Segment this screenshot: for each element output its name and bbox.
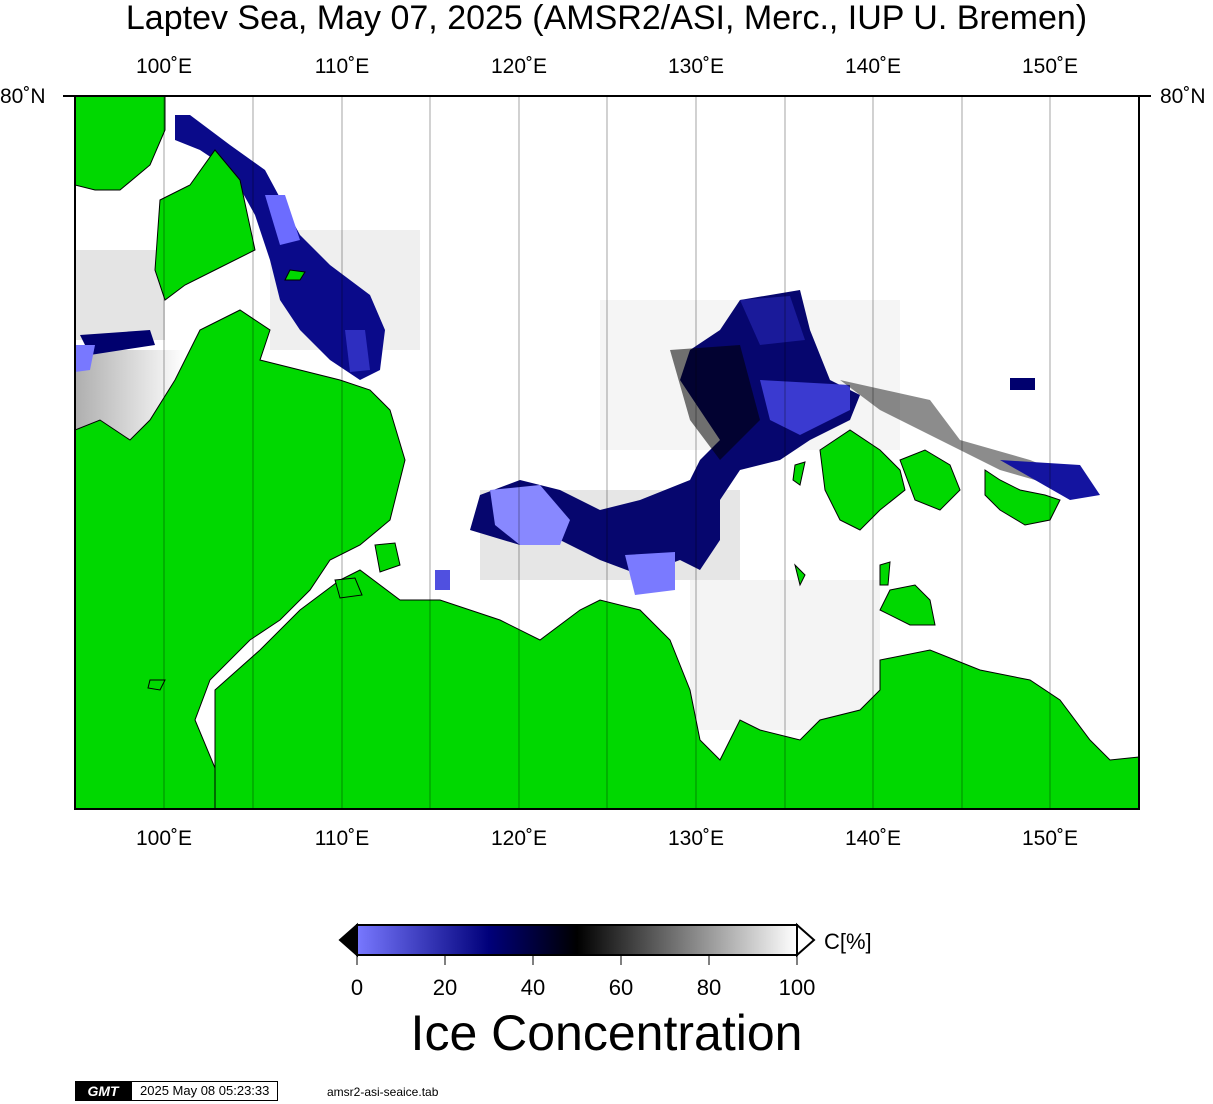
gmt-timestamp: 2025 May 08 05:23:33 [131, 1081, 279, 1101]
bottom-lon-label-150: 150˚E [1021, 827, 1079, 850]
land [75, 96, 1139, 809]
top-lon-label-100: 100˚E [135, 55, 193, 78]
bottom-lon-label-130: 130˚E [667, 827, 725, 850]
colorbar-tick-20: 20 [432, 975, 458, 1000]
top-lon-label-150: 150˚E [1021, 55, 1079, 78]
lat-label-right: 80˚N [1160, 85, 1206, 108]
colorbar-title: Ice Concentration [410, 1005, 803, 1061]
top-lon-label-130: 130˚E [667, 55, 725, 78]
gmt-source-file: amsr2-asi-seaice.tab [327, 1085, 439, 1099]
colorbar-tick-40: 40 [520, 975, 546, 1000]
colorbar-low-triangle [338, 922, 358, 958]
bottom-lon-label-140: 140˚E [844, 827, 902, 850]
map-title: Laptev Sea, May 07, 2025 (AMSR2/ASI, Mer… [125, 0, 1088, 37]
colorbar [338, 922, 816, 965]
meridian-gridlines [163, 96, 1051, 809]
colorbar-gradient [356, 924, 798, 956]
bottom-lon-label-110: 110˚E [314, 827, 370, 850]
gmt-logo: GMT [75, 1081, 131, 1101]
ice-concentration-field [75, 115, 1100, 730]
bottom-lon-label-120: 120˚E [490, 827, 548, 850]
top-lon-label-140: 140˚E [844, 55, 902, 78]
colorbar-tick-80: 80 [696, 975, 722, 1000]
colorbar-unit: C[%] [824, 929, 872, 954]
top-lon-label-110: 110˚E [314, 55, 370, 78]
map-frame [74, 95, 1140, 810]
bottom-lon-label-100: 100˚E [135, 827, 193, 850]
colorbar-high-triangle [796, 922, 816, 958]
top-lon-label-120: 120˚E [490, 55, 548, 78]
colorbar-tick-0: 0 [350, 975, 364, 1000]
colorbar-tick-60: 60 [608, 975, 634, 1000]
lat-label-left: 80˚N [0, 85, 46, 108]
colorbar-tick-100: 100 [778, 975, 816, 1000]
